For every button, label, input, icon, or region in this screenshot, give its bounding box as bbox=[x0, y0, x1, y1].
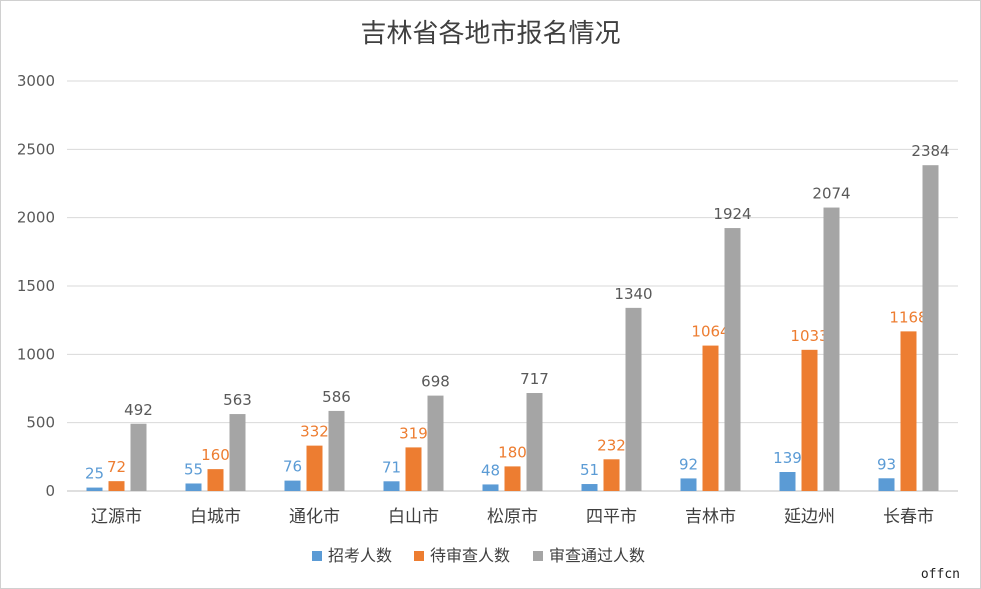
bar bbox=[878, 478, 895, 491]
data-label: 563 bbox=[223, 391, 252, 409]
y-tick-label: 0 bbox=[45, 482, 55, 500]
data-label: 1924 bbox=[713, 205, 751, 223]
bar bbox=[427, 395, 444, 491]
data-label: 2074 bbox=[812, 185, 850, 203]
watermark-text: offcn bbox=[920, 567, 960, 582]
data-label: 93 bbox=[877, 455, 896, 473]
y-tick-label: 2500 bbox=[17, 140, 55, 158]
bar bbox=[922, 165, 939, 492]
x-tick-label: 松原市 bbox=[487, 507, 538, 527]
data-label: 180 bbox=[498, 443, 527, 461]
bar bbox=[625, 307, 642, 491]
x-tick-label: 辽源市 bbox=[91, 507, 142, 527]
x-tick-label: 延边州 bbox=[784, 507, 835, 527]
bar bbox=[724, 228, 741, 491]
data-label: 1168 bbox=[889, 308, 927, 326]
bar bbox=[779, 472, 796, 491]
data-label: 55 bbox=[184, 460, 203, 478]
bar bbox=[108, 481, 125, 491]
data-label: 1064 bbox=[691, 323, 729, 341]
bar bbox=[680, 478, 697, 491]
data-label: 72 bbox=[107, 458, 126, 476]
data-label: 76 bbox=[283, 458, 302, 476]
chart-title: 吉林省各地市报名情况 bbox=[360, 19, 621, 49]
bar bbox=[504, 466, 521, 491]
data-label: 1340 bbox=[614, 285, 652, 303]
bar bbox=[86, 487, 103, 491]
bar bbox=[581, 484, 598, 491]
bar bbox=[482, 484, 499, 491]
legend-label: 招考人数 bbox=[328, 546, 392, 565]
bar bbox=[207, 469, 224, 491]
bar bbox=[306, 445, 323, 491]
bar bbox=[801, 349, 818, 491]
data-label: 139 bbox=[773, 449, 802, 467]
bar bbox=[823, 207, 840, 491]
legend-swatch bbox=[312, 551, 322, 561]
data-label: 160 bbox=[201, 446, 230, 464]
data-label: 698 bbox=[421, 373, 450, 391]
y-tick-label: 2000 bbox=[17, 209, 55, 227]
y-tick-label: 1500 bbox=[17, 277, 55, 295]
data-label: 1033 bbox=[790, 327, 828, 345]
data-label: 492 bbox=[124, 401, 153, 419]
y-tick-label: 3000 bbox=[17, 72, 55, 90]
bar bbox=[284, 480, 301, 491]
data-label: 2384 bbox=[911, 142, 949, 160]
legend-swatch bbox=[533, 551, 543, 561]
x-tick-label: 四平市 bbox=[586, 507, 637, 527]
bar bbox=[603, 459, 620, 491]
legend-label: 待审查人数 bbox=[430, 546, 510, 565]
data-label: 92 bbox=[679, 455, 698, 473]
data-label: 319 bbox=[399, 424, 428, 442]
x-tick-label: 吉林市 bbox=[685, 507, 736, 527]
x-tick-label: 通化市 bbox=[289, 507, 340, 527]
data-label: 332 bbox=[300, 423, 329, 441]
bar bbox=[526, 393, 543, 491]
y-tick-label: 500 bbox=[26, 414, 55, 432]
bar bbox=[702, 345, 719, 491]
x-tick-label: 白山市 bbox=[388, 507, 439, 527]
bar bbox=[405, 447, 422, 491]
bar bbox=[130, 423, 147, 491]
bar bbox=[900, 331, 917, 491]
x-tick-label: 白城市 bbox=[190, 507, 241, 527]
x-tick-label: 长春市 bbox=[883, 507, 934, 527]
data-label: 71 bbox=[382, 458, 401, 476]
legend-swatch bbox=[414, 551, 424, 561]
data-label: 48 bbox=[481, 461, 500, 479]
data-label: 586 bbox=[322, 388, 351, 406]
data-label: 25 bbox=[85, 465, 104, 483]
legend-label: 审查通过人数 bbox=[549, 546, 645, 565]
data-label: 232 bbox=[597, 436, 626, 454]
y-tick-label: 1000 bbox=[17, 345, 55, 363]
bar bbox=[383, 481, 400, 491]
data-label: 51 bbox=[580, 461, 599, 479]
bar bbox=[185, 483, 202, 491]
bar bbox=[229, 414, 246, 491]
bar bbox=[328, 410, 345, 491]
data-label: 717 bbox=[520, 370, 549, 388]
